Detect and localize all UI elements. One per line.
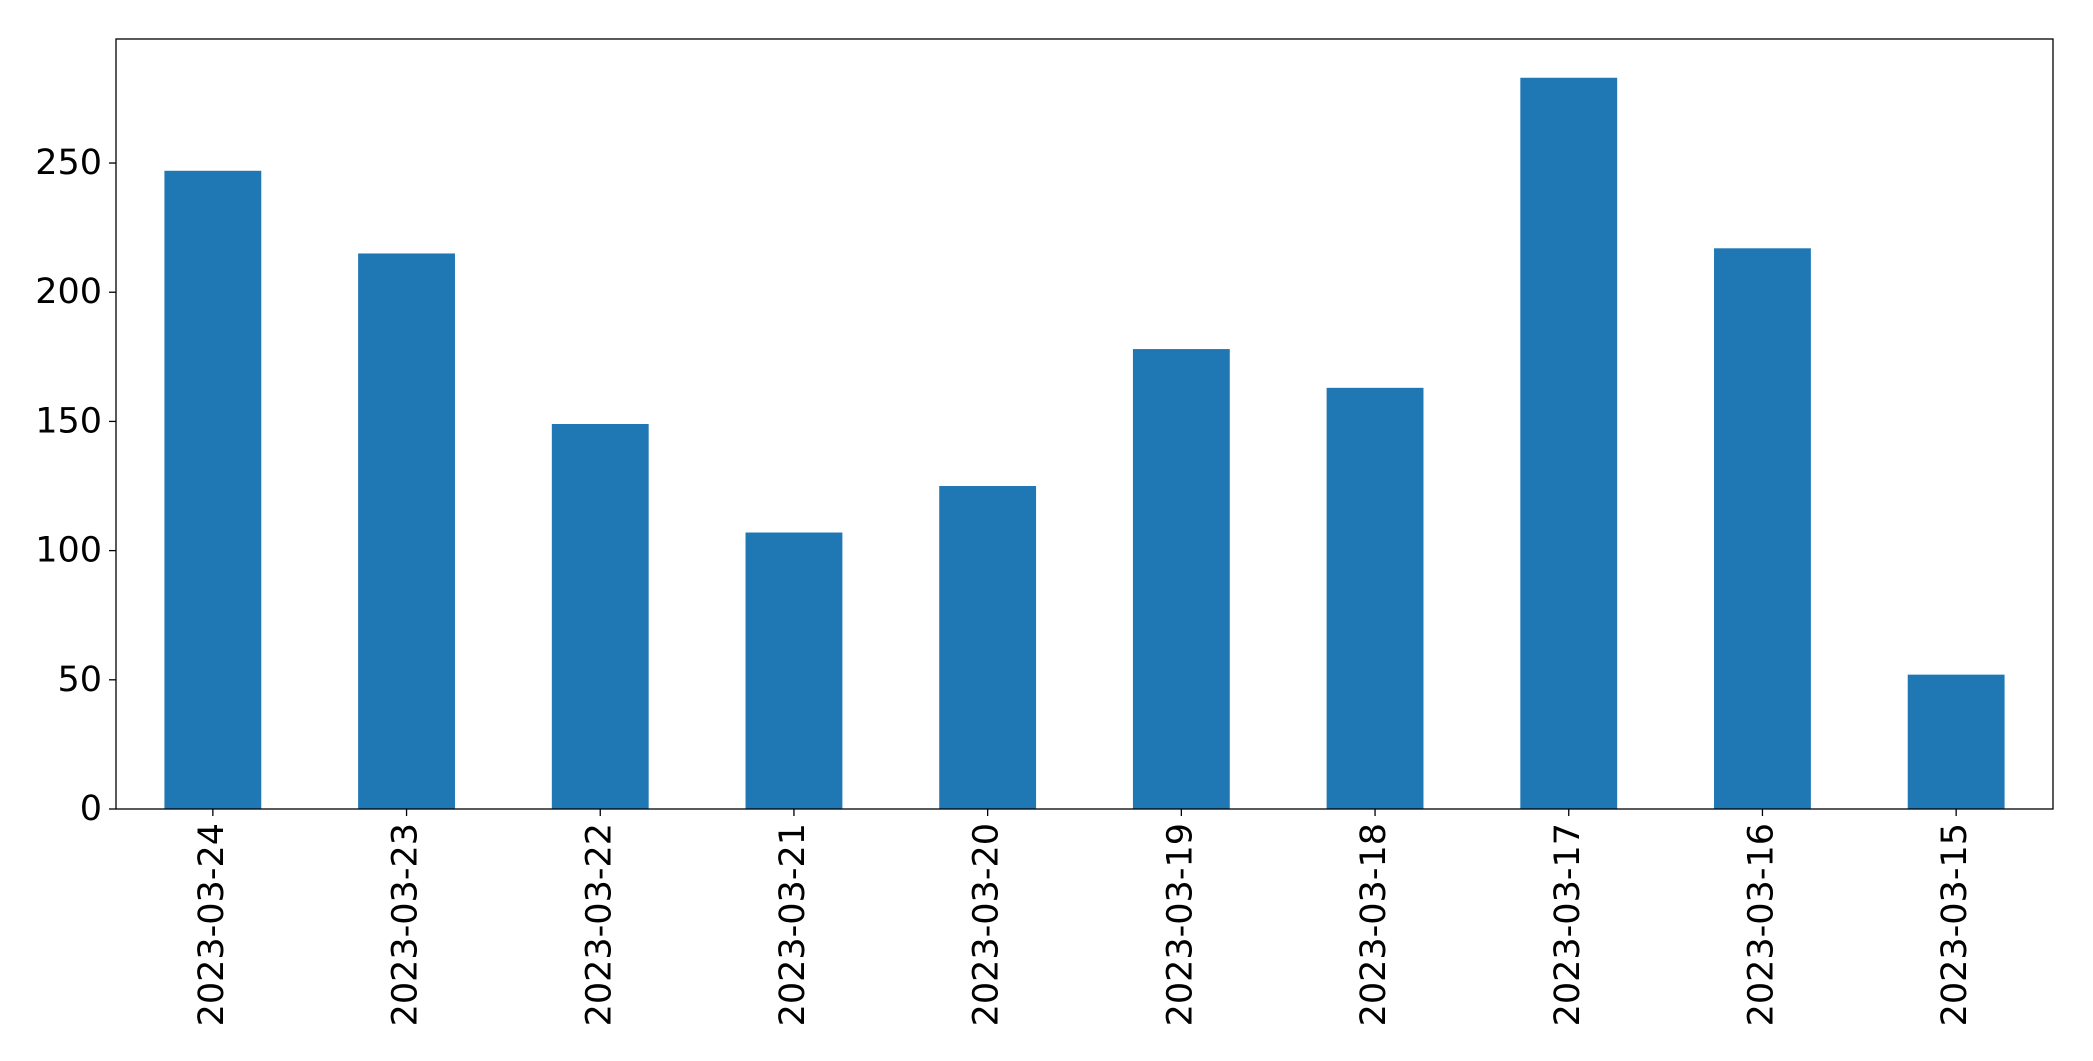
x-tick-label: 2023-03-24: [192, 823, 232, 1026]
x-tick-label: 2023-03-18: [1354, 823, 1394, 1026]
bar: [1714, 248, 1811, 810]
bar: [939, 486, 1037, 809]
x-tick-label: 2023-03-22: [579, 823, 619, 1026]
bar: [1520, 77, 1618, 809]
bar: [1907, 674, 2005, 809]
bar: [164, 170, 262, 810]
y-tick-label: 200: [35, 272, 102, 312]
plot-frame: [115, 38, 2054, 810]
x-tick-label: 2023-03-15: [1935, 823, 1975, 1026]
x-tick-label: 2023-03-17: [1548, 823, 1588, 1026]
y-tick-label: 0: [80, 789, 102, 829]
x-tick-label: 2023-03-23: [386, 823, 426, 1026]
y-tick-label: 100: [35, 531, 102, 571]
bar: [1132, 349, 1230, 809]
bar: [551, 424, 649, 809]
bar: [1326, 387, 1424, 809]
bar: [358, 253, 455, 810]
bar: [745, 532, 843, 809]
y-tick-label: 50: [57, 660, 102, 700]
y-tick-label: 150: [35, 401, 102, 441]
x-tick-label: 2023-03-21: [773, 823, 813, 1026]
x-tick-label: 2023-03-16: [1741, 823, 1781, 1026]
x-tick-label: 2023-03-20: [967, 823, 1007, 1026]
y-tick-label: 250: [35, 143, 102, 183]
x-tick-label: 2023-03-19: [1160, 823, 1200, 1026]
